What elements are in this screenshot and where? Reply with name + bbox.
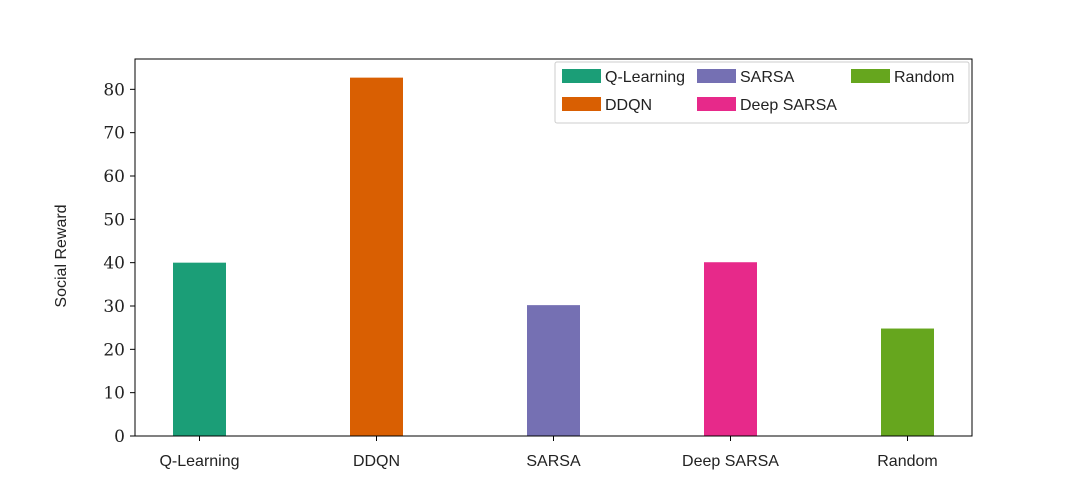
x-tick-label: Q-Learning bbox=[159, 453, 239, 470]
y-tick-label: 30 bbox=[103, 297, 125, 317]
legend-label: Deep SARSA bbox=[740, 97, 837, 114]
bar-sarsa bbox=[527, 305, 580, 436]
bars-group bbox=[173, 77, 934, 436]
bar-deep-sarsa bbox=[704, 262, 757, 436]
legend-swatch bbox=[562, 97, 601, 111]
x-tick-label: DDQN bbox=[353, 453, 400, 470]
legend-label: Random bbox=[894, 69, 954, 86]
bar-ddqn bbox=[350, 77, 403, 436]
bar-random bbox=[881, 328, 934, 436]
y-tick-label: 20 bbox=[103, 340, 125, 360]
y-tick-label: 60 bbox=[103, 167, 125, 187]
x-axis-ticks: Q-Learning DDQN SARSA Deep SARSA Random bbox=[159, 436, 938, 470]
x-tick-label: Deep SARSA bbox=[682, 453, 779, 470]
legend: Q-Learning DDQN SARSA Deep SARSA Random bbox=[554, 61, 970, 124]
bar-q-learning bbox=[173, 262, 226, 436]
legend-label: SARSA bbox=[740, 69, 795, 86]
y-axis-title: Social Reward bbox=[53, 204, 70, 307]
legend-swatch bbox=[851, 69, 890, 83]
x-tick-label: Random bbox=[877, 453, 937, 470]
y-tick-label: 40 bbox=[103, 254, 125, 274]
legend-label: Q-Learning bbox=[605, 69, 685, 86]
legend-label: DDQN bbox=[605, 97, 652, 114]
legend-swatch bbox=[697, 97, 736, 111]
x-tick-label: SARSA bbox=[526, 453, 581, 470]
y-tick-label: 70 bbox=[103, 124, 125, 144]
plot-frame bbox=[134, 58, 973, 437]
y-tick-label: 0 bbox=[114, 427, 125, 447]
legend-swatch bbox=[562, 69, 601, 83]
y-axis-ticks: 0 10 20 30 40 50 60 70 80 bbox=[103, 80, 135, 447]
legend-swatch bbox=[697, 69, 736, 83]
y-tick-label: 10 bbox=[103, 384, 125, 404]
y-tick-label: 50 bbox=[103, 210, 125, 230]
y-tick-label: 80 bbox=[103, 80, 125, 100]
